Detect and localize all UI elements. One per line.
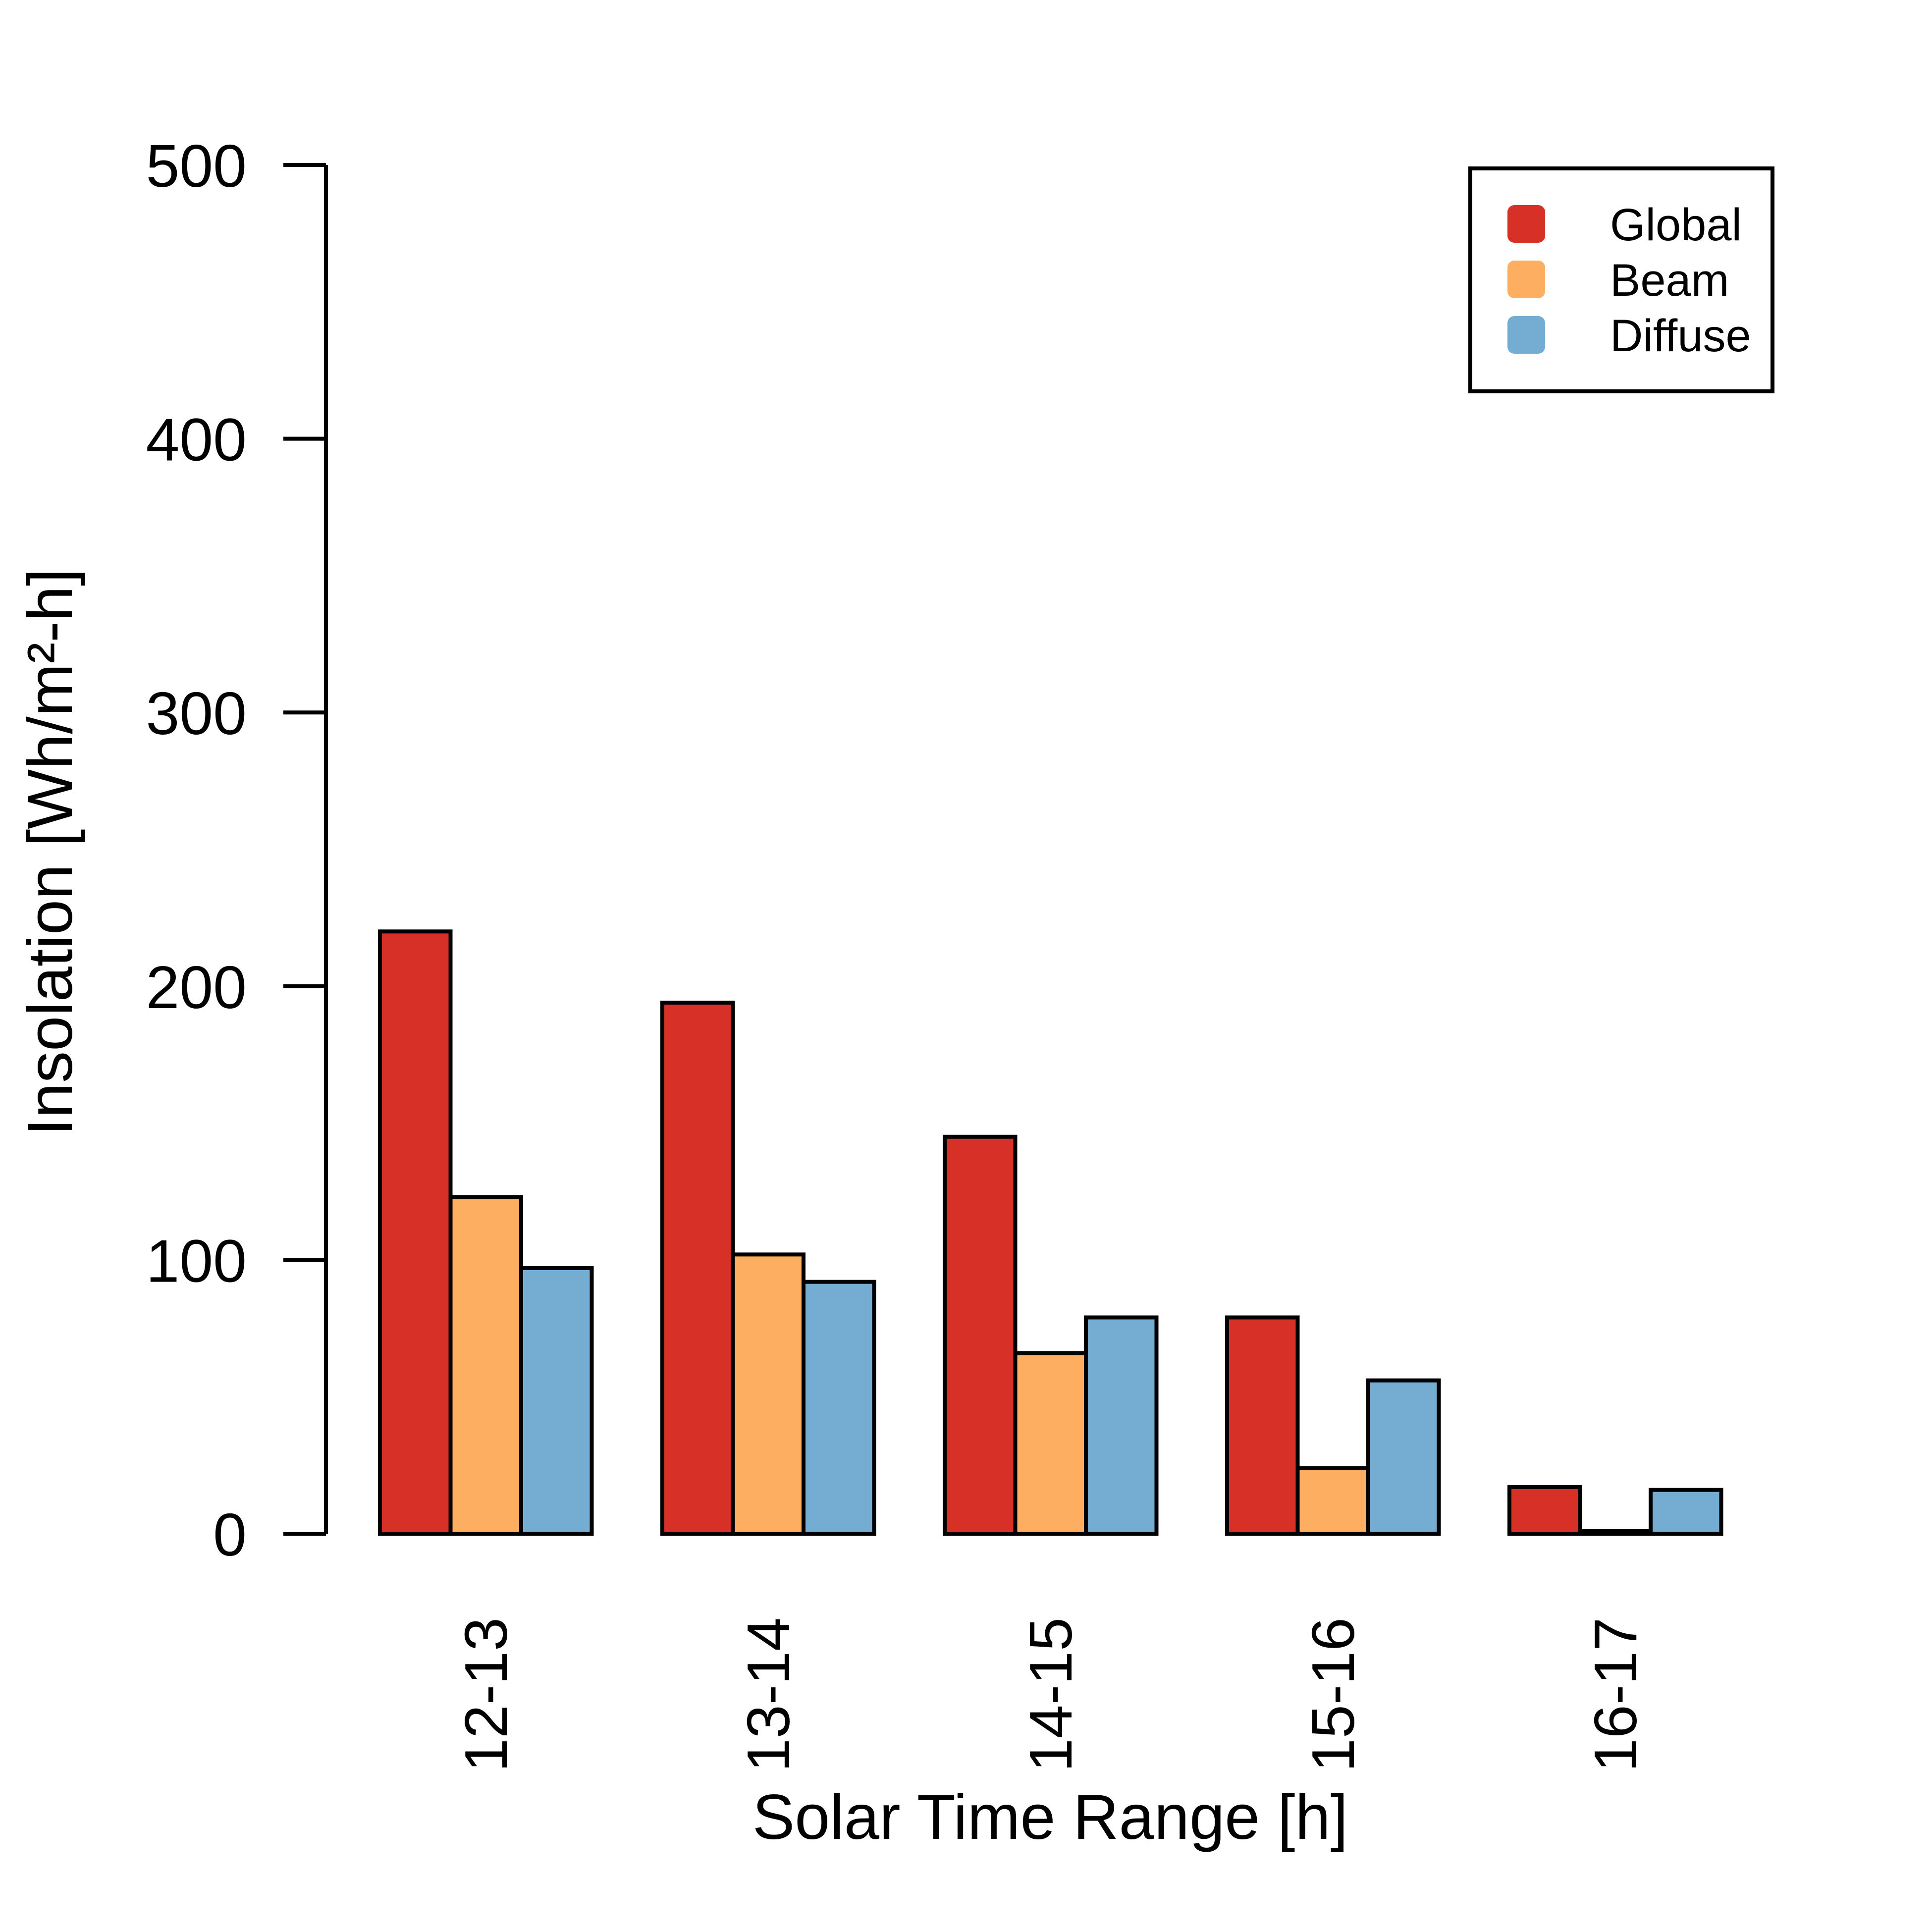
y-tick-label: 500 (146, 132, 247, 200)
x-axis-labels: 12-13 13-14 14-15 15-16 16-17 (452, 1617, 1649, 1772)
bar-global-14-15 (943, 1134, 1018, 1536)
y-tick-label: 300 (146, 680, 247, 747)
bar-diffuse-12-13 (519, 1266, 594, 1536)
y-tick-label: 100 (146, 1227, 247, 1294)
bar-diffuse-14-15 (1084, 1315, 1159, 1536)
legend-label-beam: Beam (1610, 255, 1729, 306)
legend-box (1468, 166, 1774, 393)
bar-beam-15-16 (1295, 1466, 1370, 1536)
x-category-label: 16-17 (1582, 1617, 1649, 1772)
bar-beam-14-15 (1013, 1351, 1088, 1536)
x-category-label: 12-13 (452, 1617, 520, 1772)
bar-beam-12-13 (448, 1195, 523, 1536)
y-tick-label: 0 (213, 1501, 247, 1568)
y-tick-label: 200 (146, 954, 247, 1021)
legend-swatch-diffuse (1507, 316, 1545, 354)
bar-beam-13-14 (731, 1252, 805, 1536)
y-tick-label: 400 (146, 406, 247, 474)
x-category-label: 14-15 (1017, 1617, 1084, 1772)
bar-diffuse-16-17 (1649, 1488, 1723, 1536)
x-category-label: 13-14 (735, 1617, 802, 1772)
y-axis-title: Insolation [Wh/m²-h] (15, 568, 86, 1135)
x-axis-title: Solar Time Range [h] (752, 1782, 1348, 1853)
legend-label-global: Global (1610, 200, 1742, 250)
bar-global-12-13 (378, 929, 453, 1536)
bars (378, 929, 1723, 1536)
bar-global-15-16 (1225, 1315, 1300, 1536)
legend-label-diffuse: Diffuse (1610, 311, 1751, 361)
bar-global-16-17 (1507, 1485, 1582, 1536)
bar-diffuse-15-16 (1366, 1378, 1441, 1536)
y-axis: 0 100 200 300 400 500 (146, 132, 328, 1568)
bar-global-13-14 (660, 1000, 735, 1536)
legend-swatch-global (1507, 205, 1545, 243)
bar-beam-16-17 (1578, 1529, 1653, 1536)
x-category-label: 15-16 (1299, 1617, 1367, 1772)
bar-diffuse-13-14 (802, 1280, 876, 1536)
legend-swatch-beam (1507, 261, 1545, 298)
